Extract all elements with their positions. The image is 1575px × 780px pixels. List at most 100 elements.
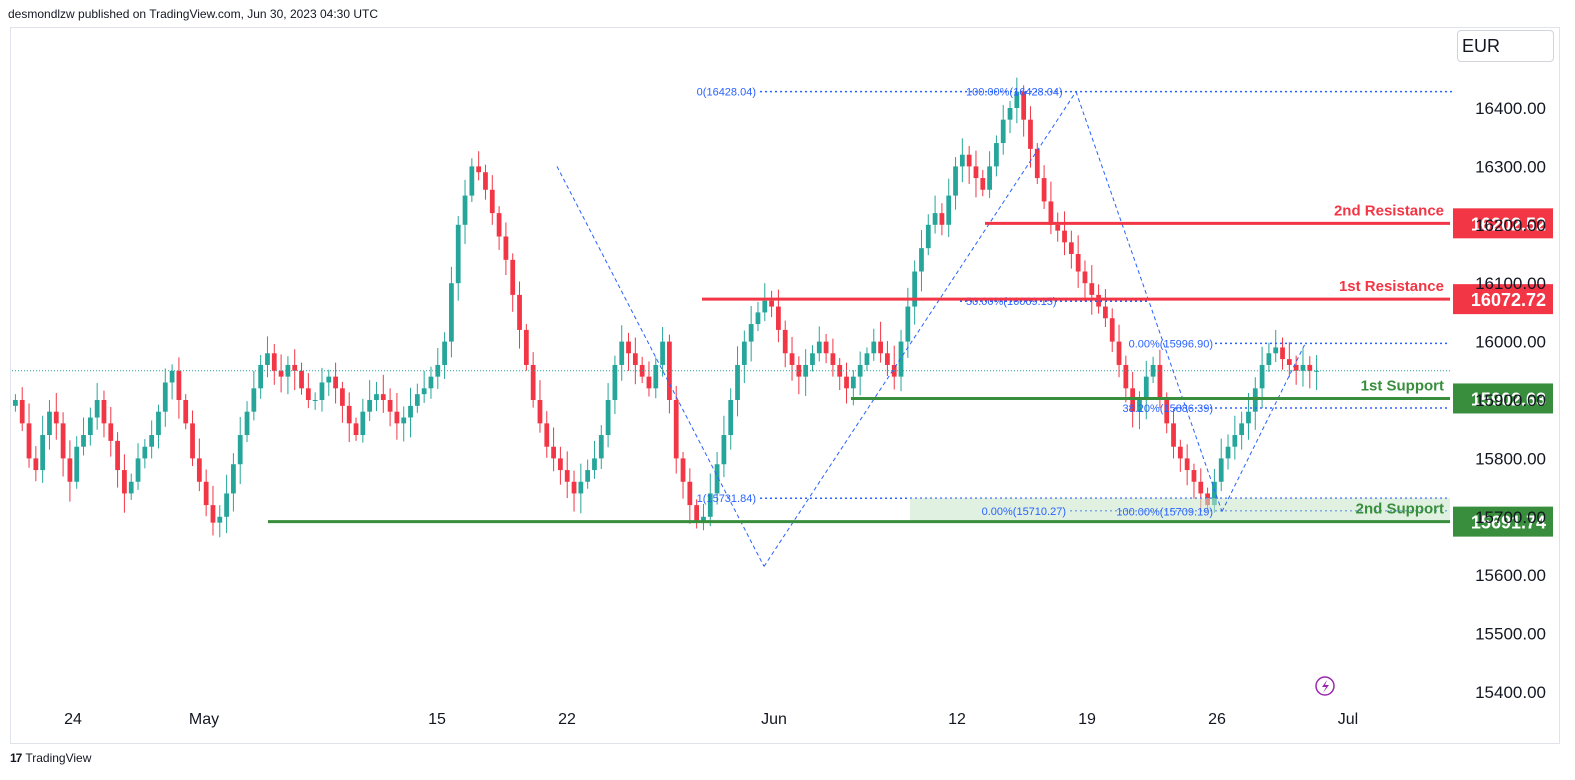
footer-brand[interactable]: 17 TradingView bbox=[10, 751, 91, 765]
candle-body bbox=[156, 411, 161, 436]
candle bbox=[353, 417, 359, 441]
candle bbox=[1021, 85, 1027, 137]
candle bbox=[401, 406, 407, 442]
candle-body bbox=[462, 195, 468, 225]
candle bbox=[13, 394, 18, 412]
candle-body bbox=[87, 417, 93, 436]
candle-body bbox=[673, 400, 679, 459]
candle bbox=[701, 503, 706, 531]
candle-body bbox=[857, 364, 863, 377]
candle bbox=[1293, 355, 1299, 385]
candle bbox=[626, 332, 631, 371]
candle bbox=[530, 352, 536, 408]
candle-body bbox=[701, 516, 706, 523]
candle-body bbox=[299, 370, 304, 389]
candle-body bbox=[605, 400, 611, 436]
candle bbox=[156, 404, 161, 449]
candle-body bbox=[626, 341, 631, 354]
candle bbox=[850, 370, 856, 406]
candle-body bbox=[782, 329, 788, 354]
candle bbox=[40, 415, 46, 483]
candle-body bbox=[414, 394, 420, 406]
candle bbox=[237, 416, 243, 485]
candle-body bbox=[1191, 470, 1197, 482]
candle bbox=[667, 334, 672, 414]
candle bbox=[476, 151, 482, 181]
candle-body bbox=[578, 481, 584, 494]
time-tick-label: Jul bbox=[1338, 711, 1358, 728]
candle-body bbox=[660, 341, 665, 365]
lightning-icon[interactable] bbox=[1315, 676, 1335, 696]
candle bbox=[67, 440, 73, 502]
currency-button[interactable]: EUR bbox=[1457, 30, 1554, 62]
candle bbox=[169, 364, 175, 400]
level-price-value: 15902.63 bbox=[1471, 389, 1546, 409]
level-2nd-support: 2nd Support 15691.74 bbox=[268, 501, 1553, 537]
candle-body bbox=[374, 394, 379, 400]
candle-body bbox=[346, 405, 352, 424]
candle-body bbox=[517, 294, 522, 330]
candle-body bbox=[135, 458, 141, 482]
candle bbox=[60, 412, 66, 477]
candle-body bbox=[496, 213, 502, 237]
candle bbox=[537, 380, 543, 433]
candle-body bbox=[489, 189, 495, 214]
candle-body bbox=[305, 388, 311, 400]
candle-body bbox=[850, 376, 856, 389]
candle-body bbox=[442, 341, 447, 365]
candle-body bbox=[333, 376, 338, 389]
time-axis: 24 May 15 22 Jun 12 19 26 Jul bbox=[64, 711, 1358, 728]
candle-body bbox=[687, 481, 693, 506]
candle-body bbox=[1143, 376, 1149, 400]
candle-body bbox=[980, 178, 986, 190]
candles bbox=[12, 77, 1450, 538]
candle-body bbox=[53, 411, 59, 424]
candle-body bbox=[592, 458, 597, 471]
candle bbox=[980, 169, 986, 197]
candle-body bbox=[122, 470, 127, 494]
price-tick-label: 16400.00 bbox=[1475, 99, 1546, 118]
candle-body bbox=[803, 364, 809, 377]
candle-body bbox=[190, 423, 195, 459]
candle bbox=[959, 138, 965, 183]
candle-body bbox=[898, 341, 904, 377]
candle-body bbox=[769, 300, 774, 307]
candle bbox=[925, 214, 931, 256]
fib-trend-line bbox=[763, 91, 1077, 567]
level-label: 2nd Resistance bbox=[1334, 202, 1444, 219]
candle-body bbox=[1314, 370, 1319, 372]
candle-body bbox=[1239, 423, 1245, 436]
candle-body bbox=[128, 481, 134, 494]
candle-body bbox=[632, 353, 638, 365]
candle-body bbox=[694, 505, 700, 523]
candle-body bbox=[421, 388, 427, 395]
candle-body bbox=[1246, 411, 1251, 424]
candle bbox=[231, 453, 236, 512]
candle-body bbox=[115, 440, 120, 471]
candle-body bbox=[13, 400, 18, 406]
candle-body bbox=[251, 388, 257, 412]
price-tick-label: 15400.00 bbox=[1475, 683, 1546, 702]
candle bbox=[1232, 415, 1238, 460]
candle bbox=[387, 388, 393, 427]
time-tick-label: 22 bbox=[558, 711, 576, 728]
candle bbox=[592, 440, 597, 479]
candle-body bbox=[1212, 481, 1217, 506]
candle-body bbox=[1075, 254, 1081, 272]
candle bbox=[176, 357, 182, 419]
candle bbox=[816, 326, 822, 362]
candle bbox=[428, 366, 434, 399]
candle-body bbox=[26, 423, 32, 459]
candle bbox=[210, 485, 216, 536]
candle bbox=[367, 380, 373, 422]
candle-body bbox=[60, 423, 66, 459]
candle-body bbox=[728, 400, 734, 436]
candle-body bbox=[966, 154, 972, 167]
candle-body bbox=[33, 458, 39, 471]
candle bbox=[278, 354, 284, 393]
candle bbox=[224, 474, 229, 534]
candle bbox=[149, 420, 155, 459]
candle-body bbox=[483, 172, 488, 190]
candle bbox=[646, 361, 652, 397]
